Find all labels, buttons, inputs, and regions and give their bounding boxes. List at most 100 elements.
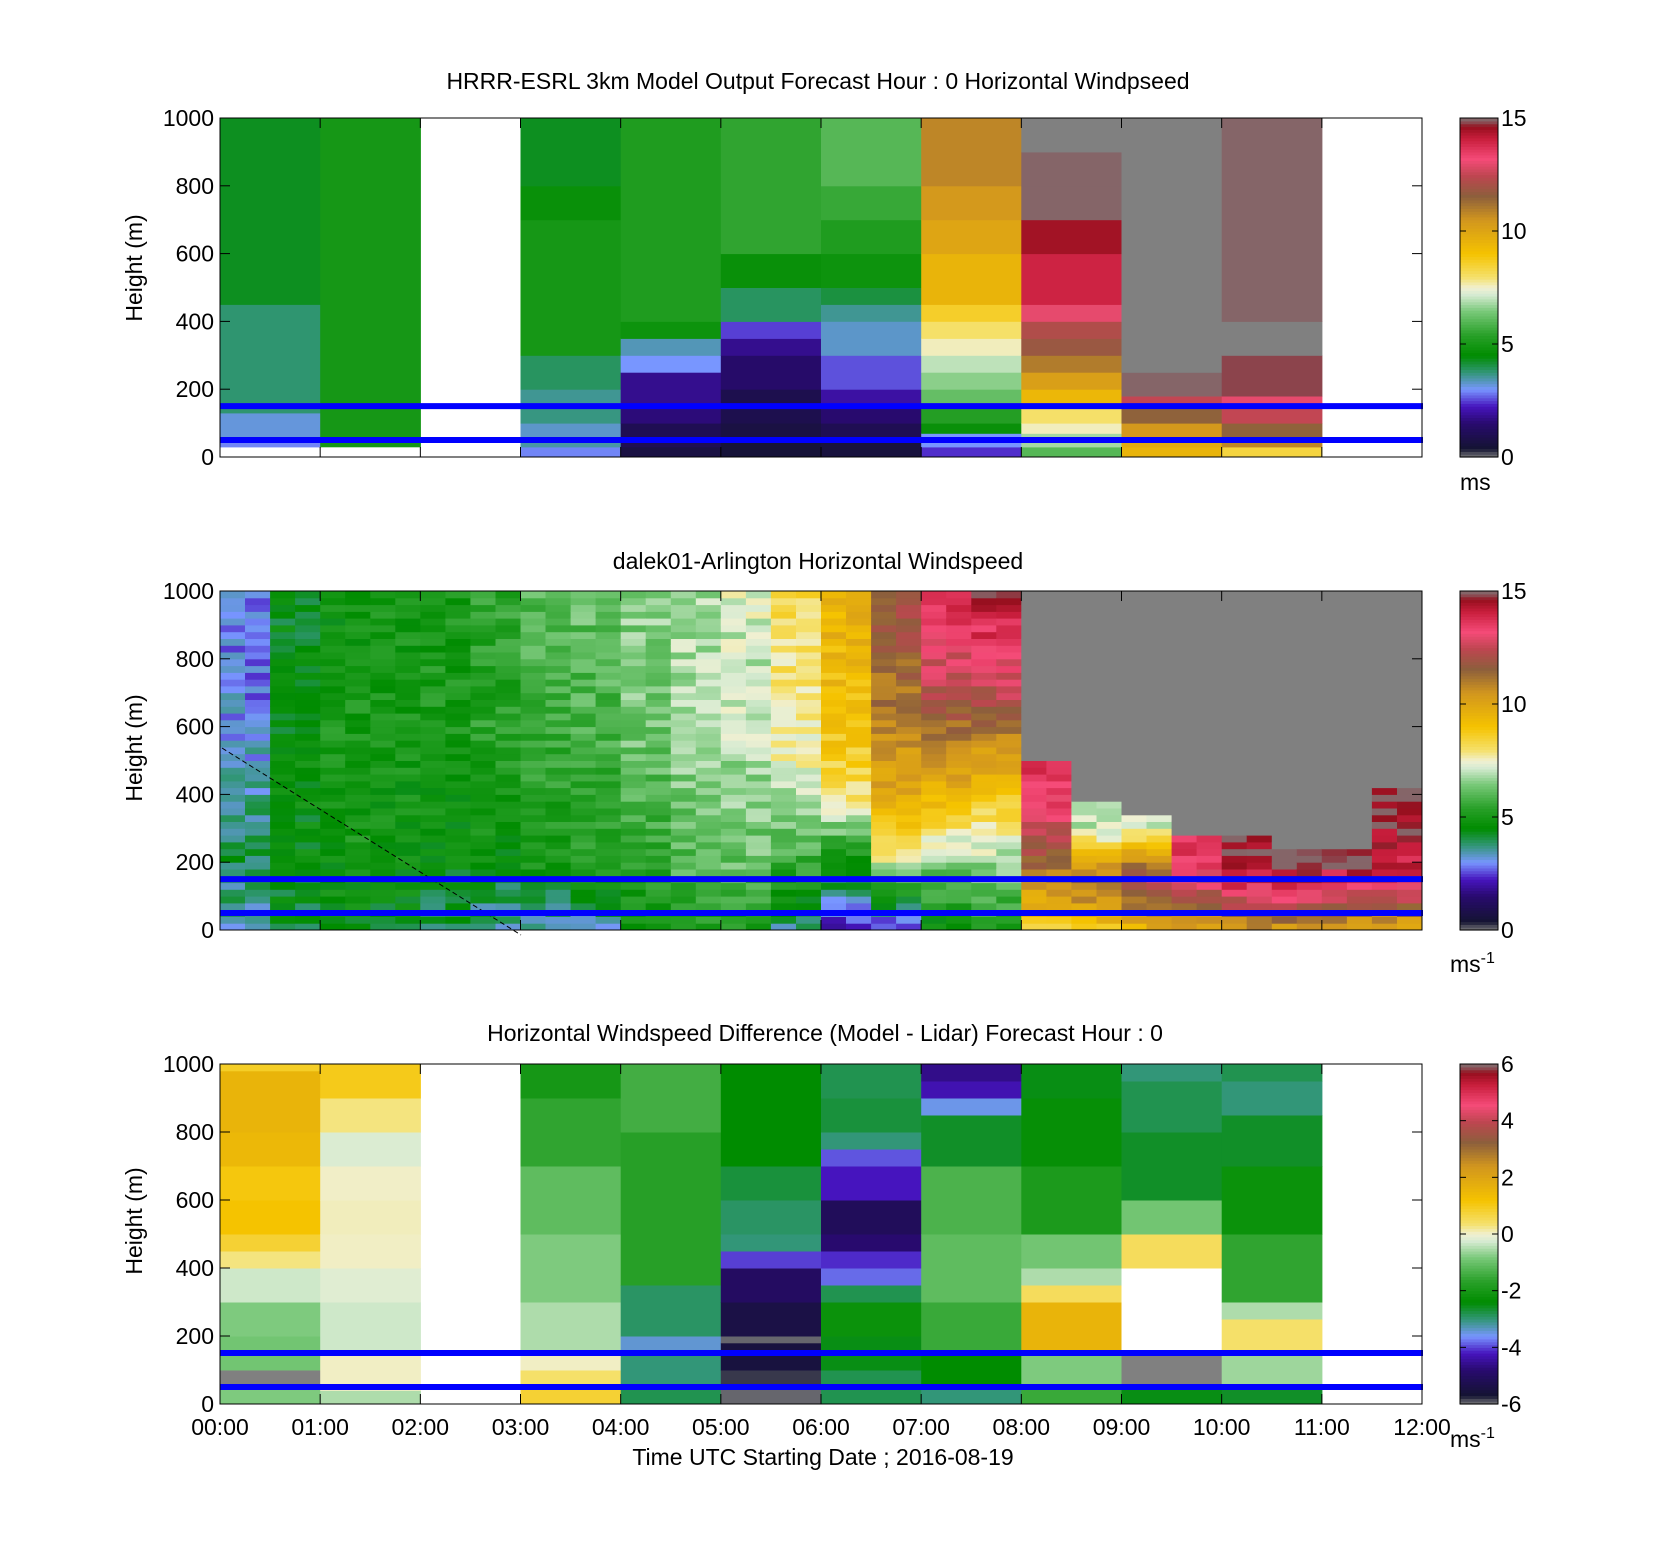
heatmap-cell — [796, 855, 822, 863]
heatmap-cell — [345, 746, 371, 755]
heatmap-cell — [1296, 699, 1323, 707]
colorbar-swatch — [1460, 924, 1498, 928]
heatmap-cell — [1071, 638, 1097, 646]
heatmap-cell — [1046, 624, 1072, 633]
heatmap-cell — [495, 889, 521, 897]
heatmap-cell — [420, 652, 446, 660]
heatmap-cell — [846, 848, 872, 856]
heatmap-cell — [821, 253, 922, 288]
colorbar-frame — [1459, 117, 1499, 458]
heatmap-cell — [1246, 685, 1273, 694]
colorbar-swatch — [1460, 1078, 1498, 1082]
heatmap-cell — [620, 841, 647, 850]
heatmap-cell — [1271, 645, 1298, 653]
heatmap-cell — [871, 713, 897, 721]
heatmap-cell — [1071, 916, 1097, 924]
heatmap-cell — [996, 869, 1022, 877]
heatmap-cell — [1397, 685, 1423, 694]
colorbar-swatch — [1460, 1245, 1498, 1249]
heatmap-cell — [470, 828, 496, 836]
heatmap-cell — [1021, 1268, 1122, 1286]
heatmap-cell — [220, 902, 246, 911]
heatmap-cell — [745, 855, 772, 863]
colorbar-swatch — [1460, 1316, 1498, 1320]
heatmap-cell — [921, 219, 1022, 255]
heatmap-cell — [245, 631, 271, 639]
heatmap-cell — [1221, 118, 1323, 322]
heatmap-cell — [871, 726, 897, 734]
heatmap-cell — [1246, 591, 1273, 599]
heatmap-cell — [946, 835, 972, 843]
heatmap-cell — [1121, 1081, 1223, 1133]
heatmap-cell — [1397, 624, 1423, 633]
heatmap-cell — [270, 733, 296, 741]
heatmap-cell — [1046, 638, 1072, 646]
heatmap-cell — [1021, 889, 1047, 897]
colorbar-swatch — [1460, 1183, 1498, 1187]
heatmap-cell — [720, 767, 747, 775]
heatmap-cell — [420, 889, 446, 897]
heatmap-cell — [595, 740, 622, 748]
heatmap-cell — [720, 841, 747, 850]
heatmap-cell — [846, 604, 872, 612]
heatmap-cell — [1246, 645, 1273, 653]
heatmap-cell — [821, 685, 847, 694]
panel-title: dalek01-Arlington Horizontal Windspeed — [613, 548, 1023, 574]
y-tick-label: 400 — [176, 781, 214, 807]
heatmap-cell — [620, 624, 647, 633]
heatmap-cell — [1397, 740, 1423, 748]
heatmap-cell — [545, 597, 571, 606]
heatmap-cell — [971, 726, 997, 734]
heatmap-cell — [1221, 1234, 1323, 1303]
heatmap-cell — [470, 591, 496, 599]
colorbar-swatch — [1460, 228, 1498, 232]
colorbar-tick-label: 10 — [1501, 691, 1527, 717]
heatmap-cell — [295, 882, 321, 890]
heatmap-cell — [1271, 889, 1298, 897]
heatmap-cell — [445, 794, 471, 802]
panel-difference: Horizontal Windspeed Difference (Model -… — [121, 1020, 1522, 1470]
heatmap-cell — [796, 896, 822, 904]
heatmap-cell — [796, 808, 822, 816]
heatmap-cell — [1046, 611, 1072, 619]
heatmap-cell — [971, 740, 997, 748]
heatmap-cell — [620, 645, 647, 653]
colorbar-swatch — [1460, 740, 1498, 745]
heatmap-cell — [320, 1234, 421, 1269]
colorbar-swatch — [1460, 907, 1498, 911]
heatmap-cell — [295, 746, 321, 755]
heatmap-cell — [245, 685, 271, 694]
heatmap-cell — [1246, 618, 1273, 626]
heatmap-cell — [470, 848, 496, 856]
heatmap-cell — [645, 801, 672, 809]
heatmap-cell — [320, 902, 346, 911]
heatmap-cell — [1346, 916, 1373, 924]
heatmap-cell — [595, 767, 622, 775]
heatmap-cell — [1171, 692, 1198, 700]
heatmap-cell — [270, 821, 296, 829]
heatmap-cell — [921, 692, 947, 700]
heatmap-cell — [220, 733, 246, 741]
colorbar-swatch — [1460, 1095, 1498, 1099]
heatmap-cell — [1171, 638, 1198, 646]
heatmap-cell — [1146, 794, 1172, 802]
heatmap-cell — [946, 767, 972, 775]
heatmap-cell — [595, 611, 622, 619]
heatmap-cell — [370, 733, 396, 741]
heatmap-cell — [520, 219, 622, 356]
heatmap-cell — [1296, 774, 1323, 782]
heatmap-cell — [745, 780, 772, 789]
colorbar-swatch — [1460, 1350, 1498, 1354]
heatmap-cell — [645, 841, 672, 850]
heatmap-cell — [946, 719, 972, 728]
heatmap-cell — [670, 862, 697, 870]
heatmap-cell — [1296, 923, 1323, 931]
heatmap-cell — [420, 679, 446, 687]
heatmap-cell — [595, 794, 622, 802]
heatmap-cell — [345, 672, 371, 680]
heatmap-cell — [821, 814, 847, 822]
heatmap-cell — [1071, 618, 1097, 626]
heatmap-cell — [1146, 774, 1172, 782]
heatmap-cell — [320, 638, 346, 646]
heatmap-cell — [821, 1200, 922, 1235]
